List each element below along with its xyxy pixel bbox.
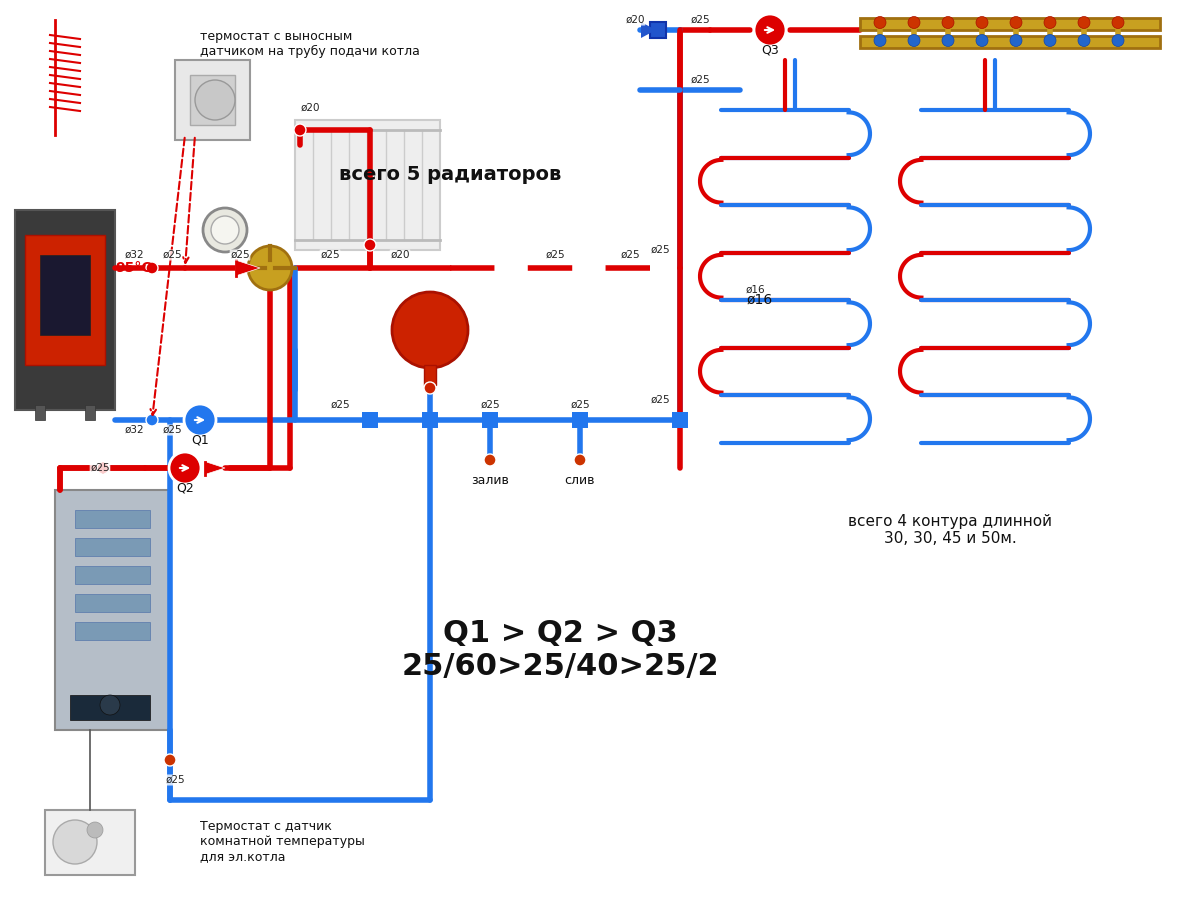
FancyBboxPatch shape (650, 22, 665, 38)
Circle shape (1044, 34, 1056, 47)
Text: ø32: ø32 (125, 425, 144, 435)
FancyBboxPatch shape (175, 60, 251, 140)
FancyBboxPatch shape (76, 594, 150, 612)
Circle shape (942, 16, 954, 29)
FancyBboxPatch shape (46, 810, 135, 875)
Circle shape (1010, 16, 1022, 29)
Text: залив: залив (471, 473, 508, 487)
Text: ø25: ø25 (162, 425, 182, 435)
Text: Термостат с датчик
комнатной температуры
для эл.котла: Термостат с датчик комнатной температуры… (200, 820, 364, 863)
Text: ø25: ø25 (571, 400, 590, 410)
Text: ø25: ø25 (230, 250, 249, 260)
Circle shape (392, 292, 468, 368)
FancyBboxPatch shape (35, 405, 46, 420)
Circle shape (248, 246, 293, 290)
Circle shape (100, 695, 120, 715)
Text: ø20: ø20 (300, 103, 320, 113)
FancyBboxPatch shape (362, 412, 378, 428)
Circle shape (169, 452, 201, 484)
Text: ø25: ø25 (320, 250, 339, 260)
Circle shape (1010, 34, 1022, 47)
Circle shape (976, 34, 988, 47)
Polygon shape (236, 260, 260, 275)
Circle shape (754, 14, 787, 46)
Circle shape (195, 80, 235, 120)
Circle shape (1078, 16, 1090, 29)
Polygon shape (205, 462, 225, 474)
Text: ø25: ø25 (162, 250, 182, 260)
FancyBboxPatch shape (70, 695, 150, 720)
FancyBboxPatch shape (85, 405, 95, 420)
Text: ø20: ø20 (390, 250, 410, 260)
Circle shape (1111, 16, 1123, 29)
FancyBboxPatch shape (860, 18, 1159, 30)
Circle shape (364, 239, 376, 251)
Text: ø25: ø25 (480, 400, 500, 410)
FancyBboxPatch shape (40, 255, 90, 335)
Circle shape (97, 462, 109, 474)
Circle shape (1078, 34, 1090, 47)
FancyBboxPatch shape (572, 412, 588, 428)
Text: ø32: ø32 (125, 250, 144, 260)
Text: 95°C: 95°C (115, 261, 152, 275)
Text: ø25: ø25 (620, 250, 640, 260)
Text: термостат с выносным
датчиком на трубу подачи котла: термостат с выносным датчиком на трубу п… (200, 30, 420, 58)
Text: ø20: ø20 (625, 15, 645, 25)
Text: ø25: ø25 (691, 75, 710, 85)
Circle shape (203, 208, 247, 252)
Circle shape (211, 216, 239, 244)
Text: ø25: ø25 (650, 395, 670, 405)
Polygon shape (641, 22, 656, 38)
Text: слив: слив (565, 473, 595, 487)
Text: ø25: ø25 (90, 463, 110, 473)
Circle shape (97, 462, 109, 474)
FancyBboxPatch shape (482, 412, 498, 428)
FancyBboxPatch shape (671, 412, 688, 428)
FancyBboxPatch shape (76, 510, 150, 528)
Text: Q1: Q1 (191, 434, 209, 446)
FancyBboxPatch shape (25, 235, 106, 365)
Circle shape (294, 124, 306, 136)
Circle shape (874, 16, 886, 29)
FancyBboxPatch shape (424, 365, 436, 385)
Text: всего 4 контура длинной
30, 30, 45 и 50м.: всего 4 контура длинной 30, 30, 45 и 50м… (848, 514, 1052, 546)
Circle shape (424, 382, 436, 394)
FancyBboxPatch shape (422, 412, 438, 428)
FancyBboxPatch shape (76, 538, 150, 556)
Text: ø25: ø25 (650, 245, 670, 255)
Circle shape (53, 820, 97, 864)
Circle shape (146, 414, 158, 426)
Text: Q3: Q3 (761, 43, 779, 57)
Circle shape (1044, 16, 1056, 29)
Circle shape (942, 34, 954, 47)
Text: ø16: ø16 (747, 293, 773, 307)
Circle shape (183, 404, 216, 436)
Circle shape (1111, 34, 1123, 47)
Circle shape (574, 454, 586, 466)
FancyBboxPatch shape (16, 210, 115, 410)
Text: всего 5 радиаторов: всего 5 радиаторов (339, 166, 561, 184)
FancyBboxPatch shape (189, 75, 235, 125)
Text: ø25: ø25 (546, 250, 565, 260)
FancyBboxPatch shape (76, 622, 150, 640)
Text: Q1 > Q2 > Q3
25/60>25/40>25/2: Q1 > Q2 > Q3 25/60>25/40>25/2 (402, 618, 719, 681)
FancyBboxPatch shape (76, 566, 150, 584)
Circle shape (976, 16, 988, 29)
Circle shape (164, 754, 176, 766)
Circle shape (146, 262, 158, 274)
FancyBboxPatch shape (295, 120, 440, 250)
FancyBboxPatch shape (860, 36, 1159, 48)
Circle shape (88, 822, 103, 838)
Text: ø25: ø25 (691, 15, 710, 25)
Circle shape (484, 454, 496, 466)
Text: ø25: ø25 (165, 775, 185, 785)
FancyBboxPatch shape (192, 412, 207, 428)
Circle shape (908, 16, 920, 29)
Text: Q2: Q2 (176, 482, 194, 494)
Circle shape (874, 34, 886, 47)
Text: ø25: ø25 (330, 400, 350, 410)
Text: ø16: ø16 (746, 285, 765, 295)
Circle shape (908, 34, 920, 47)
FancyBboxPatch shape (55, 490, 170, 730)
